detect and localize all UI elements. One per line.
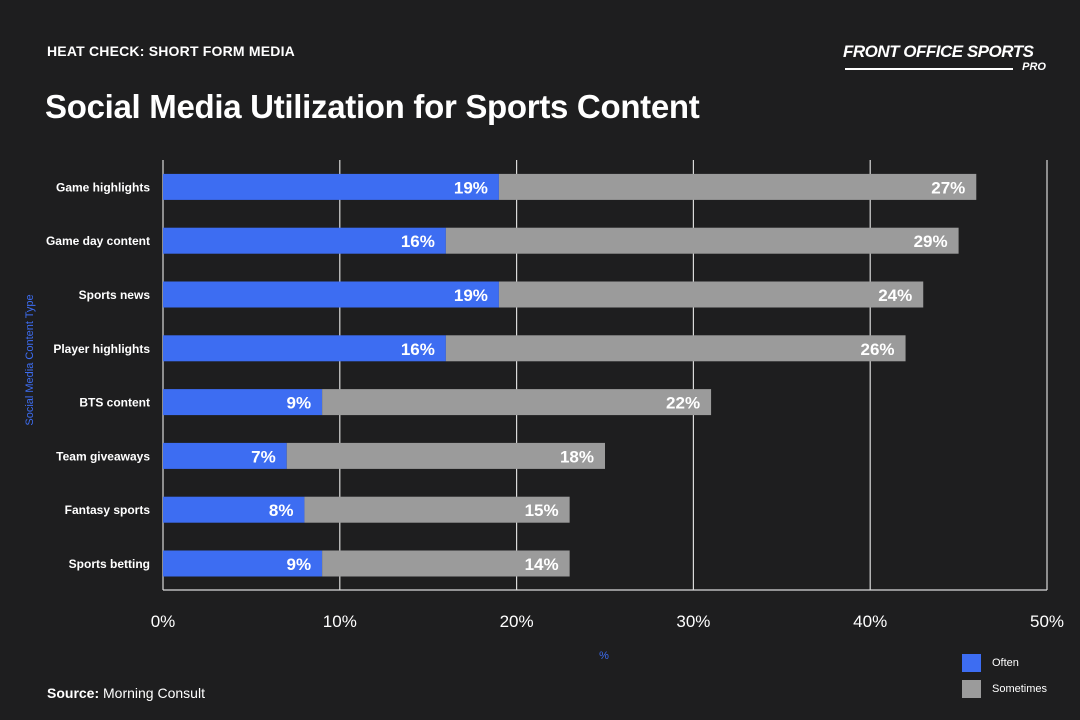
- bar-often: [163, 550, 323, 577]
- legend-label-often: Often: [992, 657, 1019, 669]
- x-tick-label: 0%: [151, 612, 176, 631]
- source-label: Source:: [47, 685, 100, 701]
- x-tick-label: 50%: [1030, 612, 1064, 631]
- data-label-often: 19%: [454, 178, 488, 197]
- category-label: Sports news: [79, 288, 151, 302]
- category-label: Game highlights: [56, 180, 150, 194]
- data-label-often: 8%: [269, 501, 294, 520]
- data-label-sometimes: 24%: [878, 286, 912, 305]
- data-label-sometimes: 14%: [525, 555, 559, 574]
- category-label: BTS content: [79, 396, 150, 410]
- x-tick-label: 40%: [853, 612, 887, 631]
- bar-often: [163, 281, 499, 308]
- data-label-often: 9%: [287, 394, 312, 413]
- bar-sometimes: [445, 227, 959, 254]
- x-tick-label: 20%: [500, 612, 534, 631]
- bar-often: [163, 173, 499, 200]
- bar-sometimes: [322, 389, 712, 416]
- category-label: Game day content: [46, 234, 150, 248]
- source-note: Source: Morning Consult: [47, 685, 205, 701]
- bar-sometimes: [498, 173, 977, 200]
- bar-sometimes: [322, 550, 570, 577]
- bar-sometimes: [445, 335, 906, 362]
- bar-sometimes: [304, 496, 570, 523]
- x-axis-title: %: [599, 650, 609, 662]
- bar-often: [163, 227, 446, 254]
- data-label-sometimes: 29%: [914, 232, 948, 251]
- data-label-often: 16%: [401, 340, 435, 359]
- brand-logo: FRONT OFFICE SPORTS PRO: [843, 42, 1048, 76]
- data-label-often: 19%: [454, 286, 488, 305]
- legend-item-often: Often: [962, 654, 1047, 672]
- data-label-sometimes: 27%: [931, 178, 965, 197]
- legend-swatch-often: [962, 654, 981, 672]
- source-value: Morning Consult: [103, 685, 205, 701]
- data-label-sometimes: 18%: [560, 447, 594, 466]
- legend-swatch-sometimes: [962, 680, 981, 698]
- data-label-sometimes: 15%: [525, 501, 559, 520]
- bar-sometimes: [286, 442, 605, 469]
- bar-often: [163, 496, 305, 523]
- category-label: Fantasy sports: [65, 503, 151, 517]
- brand-name: FRONT OFFICE SPORTS: [843, 42, 1034, 61]
- x-tick-label: 10%: [323, 612, 357, 631]
- data-label-sometimes: 22%: [666, 394, 700, 413]
- data-label-often: 7%: [251, 447, 276, 466]
- legend: Often Sometimes: [962, 654, 1047, 706]
- data-label-often: 16%: [401, 232, 435, 251]
- brand-sub: PRO: [1022, 61, 1046, 73]
- bar-often: [163, 335, 446, 362]
- bar-often: [163, 389, 323, 416]
- data-label-sometimes: 26%: [861, 340, 895, 359]
- category-label: Sports betting: [69, 557, 150, 571]
- legend-label-sometimes: Sometimes: [992, 683, 1048, 695]
- legend-item-sometimes: Sometimes: [962, 680, 1047, 698]
- x-tick-label: 30%: [676, 612, 710, 631]
- category-label: Team giveaways: [56, 449, 150, 463]
- y-axis-title: Social Media Content Type: [24, 294, 36, 425]
- brand-underline: [845, 68, 1013, 70]
- bar-often: [163, 442, 287, 469]
- page-title: Social Media Utilization for Sports Cont…: [45, 88, 700, 125]
- category-label: Player highlights: [53, 342, 150, 356]
- kicker-label: HEAT CHECK: SHORT FORM MEDIA: [47, 43, 295, 59]
- data-label-often: 9%: [287, 555, 312, 574]
- bar-sometimes: [498, 281, 924, 308]
